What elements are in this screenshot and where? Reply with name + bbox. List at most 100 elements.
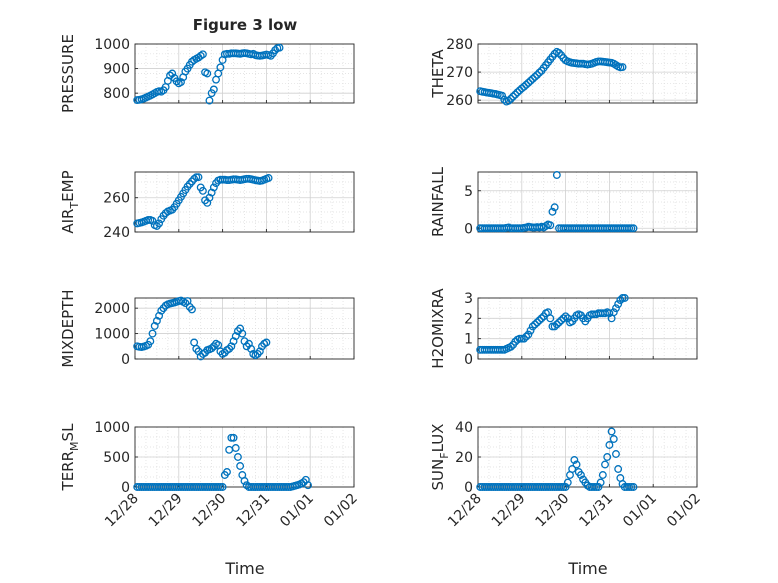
data-series (476, 294, 629, 354)
subplot-4: 0 5 RAINFALL (429, 166, 698, 237)
y-axis-label: SUNFLUX (429, 424, 451, 491)
data-point (146, 337, 155, 346)
data-point (524, 330, 533, 339)
data-point (524, 78, 533, 87)
y-tick-label: 800 (103, 86, 130, 102)
data-point (187, 305, 196, 314)
y-tick-label: 1000 (94, 37, 130, 53)
subplot-8: 12/28 12/29 12/30 12/31 01/01 01/02 0 20 40SUNFL… (429, 420, 704, 530)
y-tick-label: 2 (464, 311, 473, 327)
data-point (550, 203, 559, 212)
data-point (627, 224, 636, 233)
data-point (572, 460, 581, 469)
data-point (620, 294, 629, 302)
major-grid (135, 298, 354, 359)
y-tick-label: 280 (446, 37, 473, 53)
data-point (625, 224, 634, 233)
data-point (548, 322, 557, 331)
data-point (522, 332, 531, 341)
data-point (509, 92, 517, 101)
data-series (133, 433, 312, 491)
data-point (205, 96, 214, 105)
data-point (236, 462, 245, 470)
data-point (555, 49, 563, 57)
y-axis-label: TERRMSL (59, 423, 81, 492)
y-tick-label: 270 (446, 65, 473, 81)
data-point (616, 296, 625, 304)
y-tick-label: 1000 (94, 327, 130, 343)
data-point (528, 322, 537, 331)
major-grid (478, 427, 697, 487)
data-point (559, 483, 568, 491)
y-tick-label: 5 (464, 184, 473, 200)
data-point (264, 174, 273, 182)
figure-title: Figure 3 low (193, 16, 298, 34)
data-point (535, 316, 544, 325)
data-point (592, 483, 601, 491)
data-point (555, 318, 563, 327)
data-point (506, 94, 515, 103)
data-point (304, 481, 312, 490)
y-tick-label: 0 (464, 480, 473, 496)
y-axis-label: MIXDEPTH (59, 289, 77, 367)
subplot-6: 0 1 2 3 H2OMIXRA (429, 288, 698, 369)
data-point (629, 224, 638, 233)
axes-box (134, 297, 355, 360)
data-point (526, 76, 535, 85)
x-tick-label: 12/30 (190, 491, 230, 531)
data-point (550, 322, 559, 331)
data-point (546, 221, 555, 230)
axes-box (134, 43, 355, 104)
data-point (511, 90, 520, 99)
data-point (520, 82, 528, 91)
data-point (209, 85, 218, 94)
y-tick-label: 0 (121, 352, 130, 368)
axes-box (477, 43, 698, 104)
data-series (476, 427, 638, 491)
data-point (177, 78, 185, 87)
y-tick-label: 260 (446, 93, 473, 109)
y-tick-label: 20 (455, 450, 473, 466)
x-axis-label-left: Time (224, 559, 264, 578)
major-grid (135, 427, 354, 487)
data-point (148, 329, 157, 338)
data-point (533, 70, 542, 79)
x-tick-label: 12/28 (445, 491, 485, 531)
y-axis-label: PRESSURE (59, 34, 77, 113)
data-point (216, 483, 225, 491)
data-point (563, 478, 572, 487)
data-point (209, 183, 218, 192)
data-point (233, 453, 242, 461)
data-point (506, 342, 515, 351)
x-tick-label: 12/31 (233, 491, 273, 531)
data-point (225, 445, 234, 454)
data-point (168, 69, 177, 78)
x-tick-label: 12/30 (533, 491, 573, 531)
data-point (609, 308, 618, 317)
data-point (517, 334, 526, 343)
data-point (590, 483, 599, 491)
data-point (223, 468, 231, 476)
minor-grid (478, 172, 697, 232)
y-tick-label: 40 (455, 420, 473, 436)
data-point (271, 46, 280, 55)
data-point (568, 465, 577, 473)
data-point (596, 478, 605, 487)
data-point (530, 320, 539, 329)
data-point (618, 63, 627, 71)
data-point (570, 456, 579, 464)
data-point (240, 477, 249, 485)
data-point (612, 450, 620, 458)
data-point (535, 68, 544, 77)
data-point (155, 219, 164, 228)
y-tick-label: 500 (103, 450, 130, 466)
data-point (533, 318, 542, 327)
data-point (607, 427, 616, 436)
data-point (546, 314, 555, 323)
data-point (181, 299, 190, 308)
data-point (629, 483, 638, 491)
data-series (133, 296, 271, 361)
data-point (614, 300, 623, 309)
